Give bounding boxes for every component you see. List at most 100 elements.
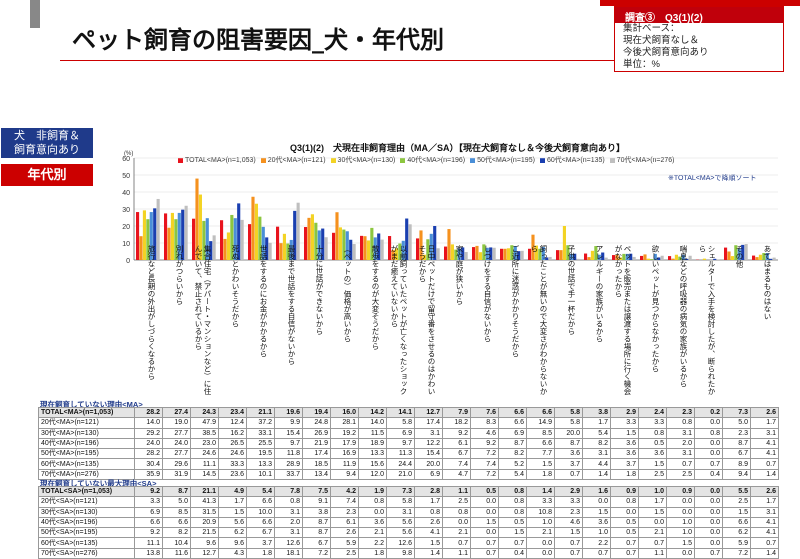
table-cell: 23.4 — [219, 408, 247, 418]
table-cell: 2.1 — [359, 528, 387, 538]
table-cell: 3.1 — [667, 428, 695, 438]
table-cell: 6.6 — [527, 438, 555, 448]
table-cell: 0.7 — [471, 538, 499, 548]
table-cell: 1.4 — [415, 548, 443, 558]
table-cell: 21.1 — [191, 487, 219, 497]
table-cell: 1.1 — [443, 487, 471, 497]
table-cell: 16.0 — [331, 408, 359, 418]
table-cell: 14.0 — [135, 418, 163, 428]
table-cell: 0.5 — [471, 487, 499, 497]
table-cell: 0.7 — [499, 538, 527, 548]
bar — [297, 203, 300, 260]
bar — [444, 247, 447, 260]
table-cell: 0.8 — [639, 428, 667, 438]
table-cell: 18.9 — [359, 438, 387, 448]
table-cell: 2.2 — [583, 538, 611, 548]
table-cell: 0.5 — [639, 438, 667, 448]
bar — [136, 212, 139, 260]
bar — [472, 247, 475, 260]
table-cell: 0.8 — [695, 428, 723, 438]
table-cell: 5.4 — [583, 428, 611, 438]
table-cell: 3.8 — [583, 408, 611, 418]
table-cell: 13.3 — [359, 449, 387, 459]
table-cell: 4.1 — [751, 517, 779, 527]
table-cell: 0.0 — [583, 497, 611, 507]
table-cell: 1.5 — [639, 459, 667, 469]
table-cell: 11.9 — [331, 459, 359, 469]
y-tick-label: 0 — [126, 258, 130, 265]
table-cell: 1.5 — [219, 507, 247, 517]
table-cell: 0.0 — [695, 418, 723, 428]
table-cell: 6.9 — [135, 507, 163, 517]
category-label: 日中ペットだけで留守番をさせるのはかわいそうだから — [422, 245, 436, 395]
table-cell: 2.3 — [723, 428, 751, 438]
table-cell: 0.7 — [695, 459, 723, 469]
table-cell: 5.4 — [499, 469, 527, 479]
table-cell: 4.1 — [751, 528, 779, 538]
table-cell: 6.1 — [331, 517, 359, 527]
table-cell: 3.6 — [639, 449, 667, 459]
table-cell: 6.2 — [723, 528, 751, 538]
table-cell: 0.7 — [639, 538, 667, 548]
bar — [661, 256, 664, 260]
table-cell: 5.8 — [387, 418, 415, 428]
table-cell: 1.9 — [359, 487, 387, 497]
table-cell: 29.6 — [163, 459, 191, 469]
bar — [640, 256, 643, 260]
table-cell: 31.9 — [163, 469, 191, 479]
table-cell: 18.2 — [443, 418, 471, 428]
table-cell: 0.8 — [611, 497, 639, 507]
table-cell: 1.1 — [639, 548, 667, 558]
table-cell: 25.5 — [247, 438, 275, 448]
bar — [353, 244, 356, 260]
table-cell: 6.6 — [135, 517, 163, 527]
table-cell: 6.9 — [387, 428, 415, 438]
table-cell: 37.2 — [247, 418, 275, 428]
table-cell: 0.8 — [667, 418, 695, 428]
table-cell: 9.2 — [443, 428, 471, 438]
table-cell: 0.7 — [695, 548, 723, 558]
table-cell: 1.8 — [611, 469, 639, 479]
table-cell: 3.1 — [415, 428, 443, 438]
table-cell: 6.7 — [723, 449, 751, 459]
table-cell: 9.7 — [275, 438, 303, 448]
table-cell: 19.6 — [275, 408, 303, 418]
category-label: 世話をするのにお金がかかるから — [254, 245, 268, 395]
table-cell: 1.7 — [415, 497, 443, 507]
table-cell: 5.6 — [387, 517, 415, 527]
bar — [689, 256, 692, 260]
bar — [360, 236, 363, 260]
table-cell: 3.1 — [667, 449, 695, 459]
table-cell: 2.2 — [359, 538, 387, 548]
table-cell: 0.8 — [275, 497, 303, 507]
table-cell: 6.6 — [499, 408, 527, 418]
table-cell: 7.4 — [331, 497, 359, 507]
table-cell: 19.2 — [331, 428, 359, 438]
bar — [220, 220, 223, 260]
table-cell: 11.5 — [359, 428, 387, 438]
table-cell: 12.0 — [359, 469, 387, 479]
table-cell: 1.5 — [667, 538, 695, 548]
table-cell: 28.2 — [135, 408, 163, 418]
table-cell: 2.5 — [667, 469, 695, 479]
table-cell: 13.4 — [303, 469, 331, 479]
table-cell: 3.6 — [611, 449, 639, 459]
table-cell: 0.8 — [443, 507, 471, 517]
table-cell: 2.8 — [415, 487, 443, 497]
table-cell: 8.7 — [555, 438, 583, 448]
table-cell: 17.9 — [331, 438, 359, 448]
table-cell: 6.6 — [527, 408, 555, 418]
table-cell: 3.3 — [527, 497, 555, 507]
table-cell: 7.2 — [303, 548, 331, 558]
table-cell: 0.8 — [415, 507, 443, 517]
table-cell: 17.4 — [415, 418, 443, 428]
table-cell: 24.0 — [135, 438, 163, 448]
bar — [633, 257, 636, 260]
table-cell: 0.7 — [751, 538, 779, 548]
table-cell: 33.1 — [247, 428, 275, 438]
table-cell: 2.5 — [639, 469, 667, 479]
table-cell: 12.7 — [415, 408, 443, 418]
